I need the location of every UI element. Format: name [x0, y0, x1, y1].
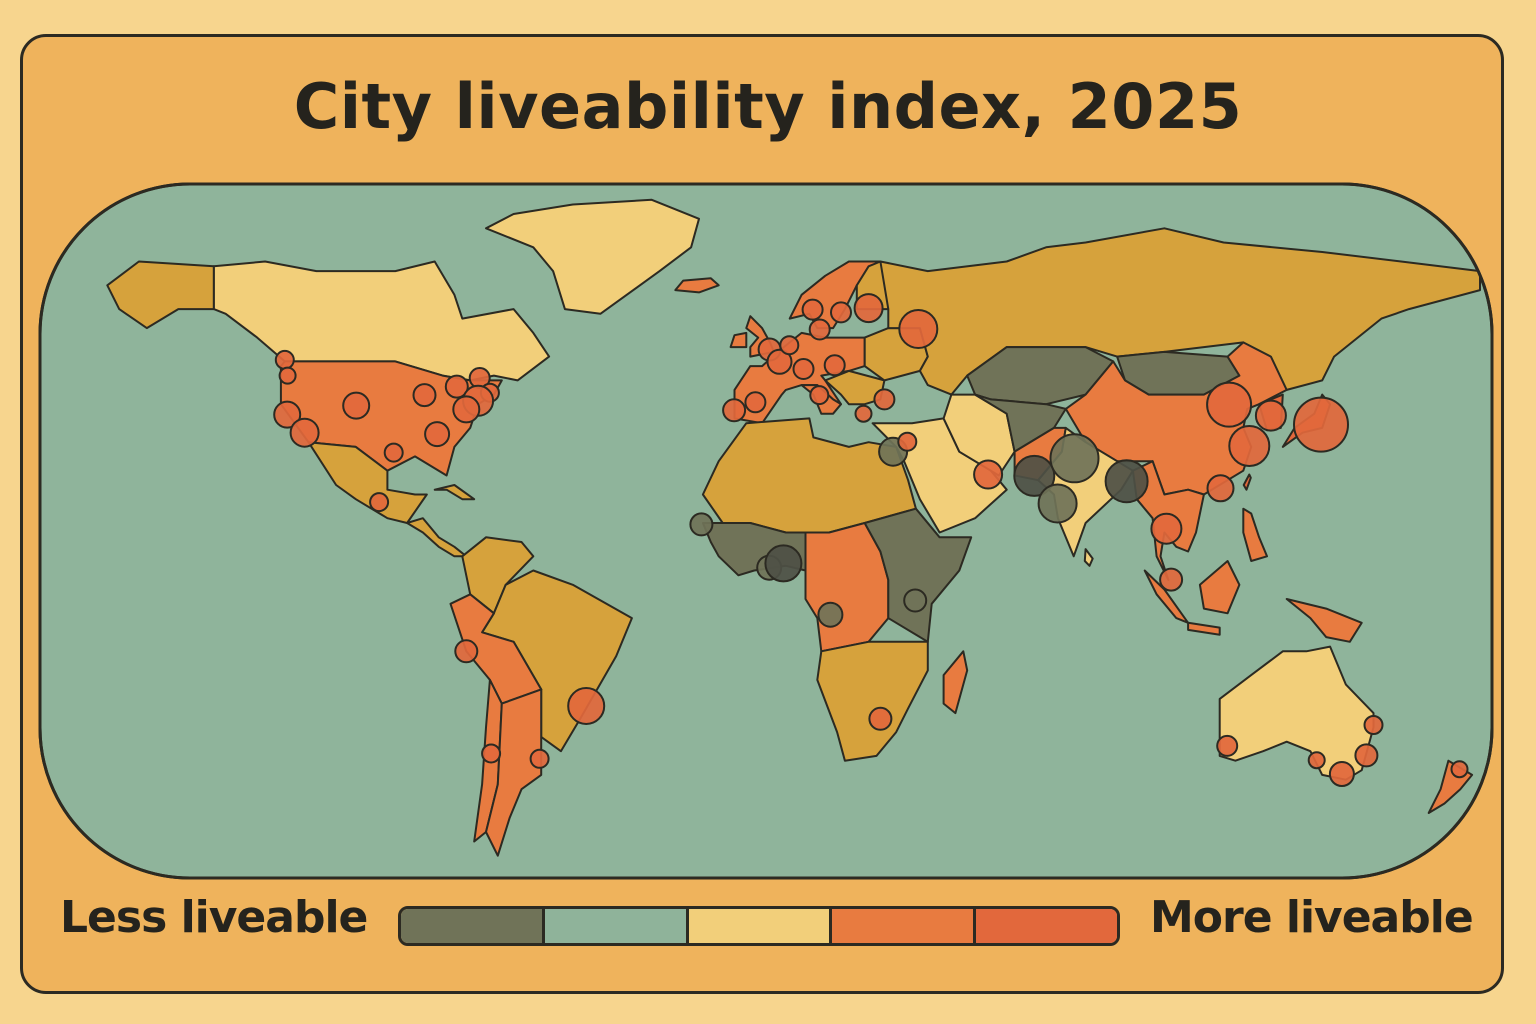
- legend-less-label: Less liveable: [60, 892, 368, 943]
- city-marker-atlanta[interactable]: [424, 421, 451, 448]
- city-marker-dhaka[interactable]: [1104, 459, 1149, 504]
- city-marker-vienna[interactable]: [823, 354, 846, 377]
- city-marker-mumbai[interactable]: [1037, 483, 1078, 524]
- land-balkans[interactable]: [824, 369, 886, 406]
- land-borneo[interactable]: [1198, 560, 1241, 615]
- land-sri-lanka[interactable]: [1083, 548, 1094, 567]
- city-marker-melbourne[interactable]: [1328, 761, 1355, 787]
- land-russia[interactable]: [879, 227, 1481, 396]
- city-marker-zurich[interactable]: [792, 358, 815, 380]
- land-taiwan[interactable]: [1242, 473, 1252, 491]
- city-layer: [273, 293, 1469, 787]
- city-marker-madrid[interactable]: [744, 391, 767, 414]
- city-marker-brisbane[interactable]: [1363, 715, 1384, 735]
- city-marker-vancouver[interactable]: [274, 349, 295, 370]
- city-marker-dakar[interactable]: [689, 512, 714, 537]
- city-marker-athens[interactable]: [854, 404, 873, 423]
- legend-swatch-1: [401, 909, 545, 943]
- city-marker-amsterdam[interactable]: [779, 335, 800, 356]
- city-marker-stockholm[interactable]: [830, 301, 852, 324]
- city-marker-beijing[interactable]: [1206, 381, 1253, 428]
- land-sumatra[interactable]: [1143, 569, 1190, 624]
- land-southern-africa[interactable]: [816, 640, 929, 762]
- city-marker-los-angeles[interactable]: [289, 417, 320, 448]
- city-marker-rome[interactable]: [809, 385, 830, 406]
- city-marker-houston[interactable]: [383, 442, 404, 463]
- legend-color-scale: [398, 906, 1120, 946]
- map-border: [38, 182, 1494, 880]
- legend-more-label: More liveable: [1150, 892, 1474, 943]
- city-marker-perth[interactable]: [1216, 734, 1239, 757]
- legend-swatch-4: [832, 909, 977, 943]
- land-philippines[interactable]: [1242, 507, 1268, 562]
- city-marker-karachi[interactable]: [1013, 454, 1056, 497]
- land-iceland[interactable]: [674, 277, 720, 294]
- map-title: City liveability index, 2025: [293, 70, 1243, 143]
- city-marker-kinshasa[interactable]: [817, 601, 844, 628]
- city-marker-istanbul[interactable]: [873, 388, 896, 411]
- land-ireland[interactable]: [729, 331, 748, 349]
- city-marker-auckland[interactable]: [1450, 760, 1469, 779]
- city-marker-mexico-city[interactable]: [369, 492, 390, 513]
- land-cuba[interactable]: [433, 484, 476, 501]
- city-marker-tokyo[interactable]: [1293, 396, 1349, 453]
- city-marker-seattle[interactable]: [278, 366, 297, 385]
- city-marker-seoul[interactable]: [1254, 399, 1287, 432]
- city-marker-copenhagen[interactable]: [808, 318, 831, 341]
- city-marker-adelaide[interactable]: [1307, 751, 1326, 770]
- city-marker-tel-aviv[interactable]: [897, 431, 918, 452]
- city-marker-bangkok[interactable]: [1150, 512, 1183, 545]
- city-marker-delhi[interactable]: [1049, 433, 1100, 484]
- city-marker-paris[interactable]: [766, 348, 793, 375]
- city-marker-kuala-lumpur[interactable]: [1159, 567, 1184, 592]
- city-marker-sydney[interactable]: [1354, 743, 1379, 768]
- land-argentina[interactable]: [485, 688, 543, 857]
- city-marker-oslo[interactable]: [801, 298, 824, 321]
- city-marker-buenos-aires[interactable]: [529, 748, 550, 769]
- city-marker-lisbon[interactable]: [722, 398, 747, 423]
- land-new-guinea[interactable]: [1285, 598, 1363, 643]
- land-alaska[interactable]: [106, 260, 215, 330]
- land-java[interactable]: [1187, 621, 1221, 636]
- land-greenland[interactable]: [485, 198, 700, 315]
- land-central-asia[interactable]: [974, 393, 1067, 453]
- city-marker-shanghai[interactable]: [1228, 425, 1271, 467]
- land-layer: [106, 198, 1481, 857]
- city-marker-santiago[interactable]: [481, 743, 502, 764]
- city-marker-toronto[interactable]: [444, 374, 469, 399]
- city-marker-lagos[interactable]: [764, 544, 803, 583]
- city-marker-denver[interactable]: [342, 391, 371, 420]
- land-peru-bolivia[interactable]: [449, 593, 543, 705]
- legend-swatch-3: [688, 909, 833, 943]
- city-marker-sao-paulo[interactable]: [567, 687, 606, 725]
- city-marker-dubai[interactable]: [973, 459, 1004, 490]
- land-east-africa[interactable]: [863, 507, 973, 643]
- legend-swatch-2: [544, 909, 689, 943]
- land-madagascar[interactable]: [942, 650, 969, 715]
- land-australia[interactable]: [1218, 645, 1375, 781]
- legend-swatch-5: [976, 909, 1117, 943]
- city-marker-nairobi[interactable]: [903, 588, 928, 613]
- city-marker-hong-kong[interactable]: [1206, 474, 1235, 503]
- city-marker-chicago[interactable]: [412, 383, 437, 408]
- city-marker-lima[interactable]: [454, 639, 479, 664]
- city-marker-washington[interactable]: [452, 395, 481, 424]
- city-marker-johannesburg[interactable]: [868, 706, 893, 731]
- city-marker-helsinki[interactable]: [853, 293, 884, 324]
- city-marker-san-francisco[interactable]: [273, 400, 302, 429]
- land-mexico[interactable]: [307, 441, 428, 524]
- city-marker-moscow[interactable]: [898, 309, 939, 349]
